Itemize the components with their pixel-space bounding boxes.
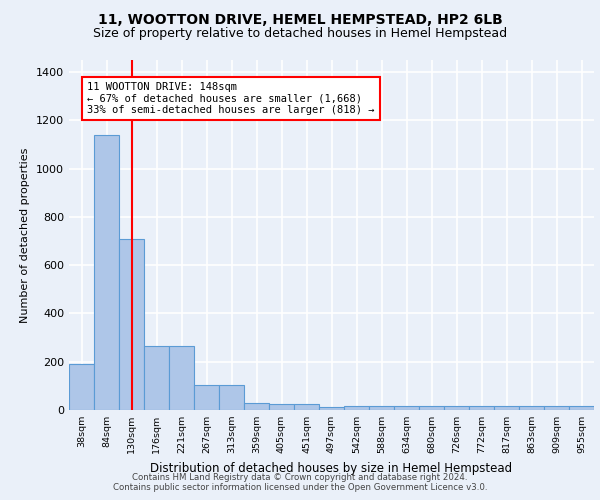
Bar (394, 406, 419, 410)
Bar (344, 406, 369, 410)
X-axis label: Distribution of detached houses by size in Hemel Hempstead: Distribution of detached houses by size … (151, 462, 512, 474)
Bar (269, 404, 294, 410)
Bar (144, 346, 169, 410)
Bar (219, 384, 244, 410)
Text: Size of property relative to detached houses in Hemel Hempstead: Size of property relative to detached ho… (93, 28, 507, 40)
Bar (569, 406, 594, 410)
Bar (319, 407, 344, 410)
Bar (94, 135, 119, 410)
Bar (519, 406, 544, 410)
Text: Contains HM Land Registry data © Crown copyright and database right 2024.
Contai: Contains HM Land Registry data © Crown c… (113, 473, 487, 492)
Bar (369, 406, 394, 410)
Y-axis label: Number of detached properties: Number of detached properties (20, 148, 31, 322)
Bar (544, 406, 569, 410)
Bar (169, 346, 194, 410)
Bar (119, 238, 144, 410)
Text: 11 WOOTTON DRIVE: 148sqm
← 67% of detached houses are smaller (1,668)
33% of sem: 11 WOOTTON DRIVE: 148sqm ← 67% of detach… (87, 82, 374, 115)
Text: 11, WOOTTON DRIVE, HEMEL HEMPSTEAD, HP2 6LB: 11, WOOTTON DRIVE, HEMEL HEMPSTEAD, HP2 … (98, 12, 502, 26)
Bar (69, 364, 94, 410)
Bar (444, 406, 469, 410)
Bar (419, 406, 444, 410)
Bar (469, 406, 494, 410)
Bar (494, 406, 519, 410)
Bar (294, 404, 319, 410)
Bar (194, 384, 219, 410)
Bar (244, 403, 269, 410)
